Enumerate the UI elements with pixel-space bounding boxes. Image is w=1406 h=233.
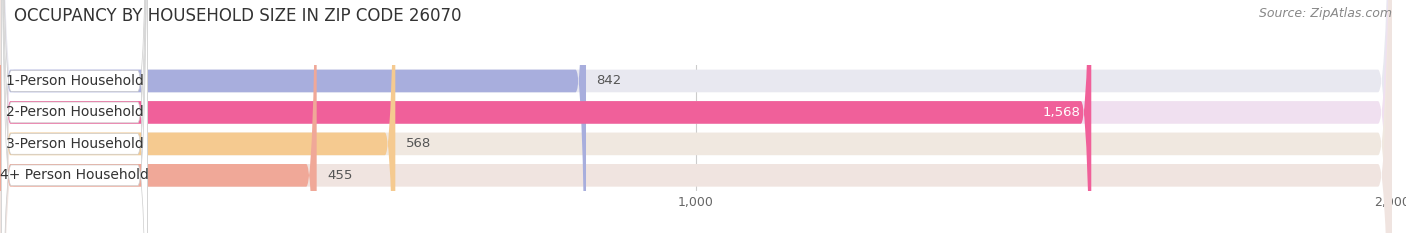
FancyBboxPatch shape <box>1 0 148 233</box>
Text: OCCUPANCY BY HOUSEHOLD SIZE IN ZIP CODE 26070: OCCUPANCY BY HOUSEHOLD SIZE IN ZIP CODE … <box>14 7 461 25</box>
FancyBboxPatch shape <box>0 0 586 233</box>
Text: 842: 842 <box>596 75 621 87</box>
Text: 3-Person Household: 3-Person Household <box>6 137 143 151</box>
FancyBboxPatch shape <box>1 0 148 233</box>
Text: Source: ZipAtlas.com: Source: ZipAtlas.com <box>1258 7 1392 20</box>
FancyBboxPatch shape <box>0 0 1091 233</box>
Text: 1,568: 1,568 <box>1043 106 1081 119</box>
Text: 568: 568 <box>406 137 432 150</box>
FancyBboxPatch shape <box>1 0 148 233</box>
Text: 2-Person Household: 2-Person Household <box>6 105 143 120</box>
Text: 4+ Person Household: 4+ Person Household <box>0 168 149 182</box>
FancyBboxPatch shape <box>0 0 395 233</box>
FancyBboxPatch shape <box>0 0 316 233</box>
FancyBboxPatch shape <box>1 0 148 233</box>
Text: 1-Person Household: 1-Person Household <box>6 74 143 88</box>
Text: 455: 455 <box>328 169 353 182</box>
